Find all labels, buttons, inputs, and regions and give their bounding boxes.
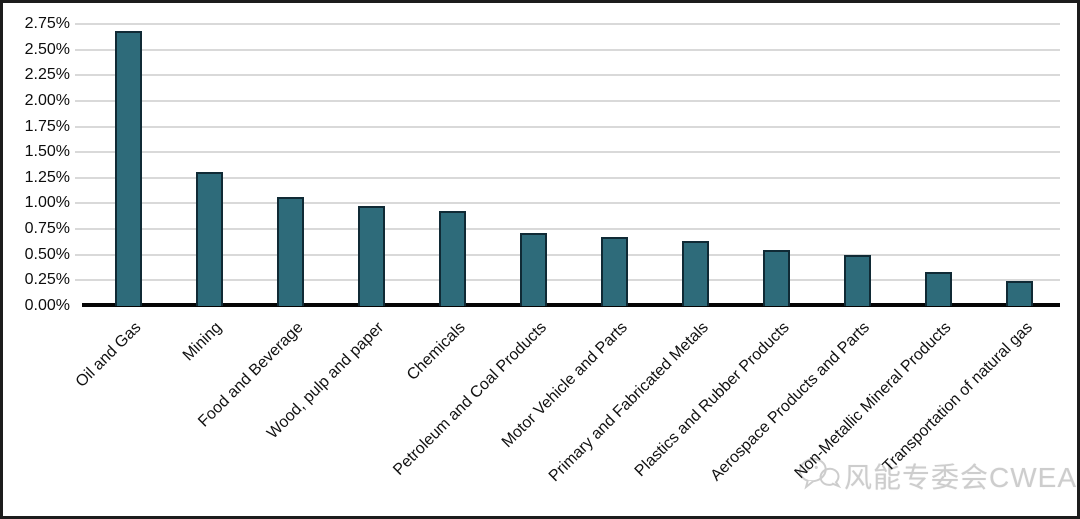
bar	[196, 171, 223, 306]
gridline	[75, 253, 1060, 256]
watermark: 风能专委会CWEA	[798, 453, 1077, 498]
x-axis-category-label: Petroleum and Coal Products	[389, 319, 550, 479]
gridline	[75, 23, 1060, 25]
bar	[277, 197, 304, 306]
x-axis-category-label: Non-Metallic Mineral Products	[791, 319, 955, 482]
gridline	[75, 125, 1060, 128]
bar	[601, 237, 628, 306]
bar	[1006, 281, 1033, 306]
x-axis-category-label: Transportation of natural gas	[879, 319, 1036, 476]
x-axis-category-label: Aerospace Products and Parts	[708, 319, 874, 485]
gridline	[75, 74, 1060, 77]
gridline	[75, 228, 1060, 231]
gridline	[75, 202, 1060, 205]
x-axis-category-label: Primary and Fabricated Metals	[545, 319, 712, 486]
y-axis-tick-label: 2.50%	[24, 40, 70, 58]
y-axis-tick-label: 0.75%	[24, 220, 70, 238]
y-axis-tick-label: 1.00%	[24, 194, 70, 212]
bar	[439, 210, 466, 306]
y-axis-tick-label: 0.25%	[24, 271, 70, 289]
x-axis-category-label: Chemicals	[403, 319, 469, 384]
x-axis-category-label: Mining	[180, 319, 226, 365]
bar	[358, 205, 385, 306]
bar	[520, 233, 547, 306]
y-axis-tick-label: 0.00%	[24, 297, 70, 314]
gridline	[75, 279, 1060, 282]
bar	[115, 31, 142, 306]
x-axis-category-label: Plastics and Rubber Products	[631, 319, 793, 481]
watermark-text: 风能专委会CWEA	[844, 461, 1078, 493]
y-axis-tick-label: 1.25%	[24, 168, 70, 186]
y-axis-tick-label: 0.50%	[24, 245, 70, 263]
bar	[844, 254, 871, 306]
gridline	[75, 151, 1060, 154]
y-axis-tick-label: 1.75%	[24, 117, 70, 135]
y-axis-tick-label: 1.50%	[24, 143, 70, 161]
y-axis-tick-label: 2.00%	[24, 91, 70, 109]
bar	[763, 249, 790, 306]
gridline	[75, 176, 1060, 179]
gridline	[75, 99, 1060, 102]
bar	[925, 272, 952, 306]
y-axis-tick-label: 2.25%	[24, 66, 70, 84]
x-axis-line	[82, 303, 1060, 307]
x-axis-category-label: Oil and Gas	[72, 319, 145, 391]
gridline	[75, 48, 1060, 51]
y-axis-tick-label: 2.75%	[24, 15, 70, 32]
bar	[682, 241, 709, 306]
